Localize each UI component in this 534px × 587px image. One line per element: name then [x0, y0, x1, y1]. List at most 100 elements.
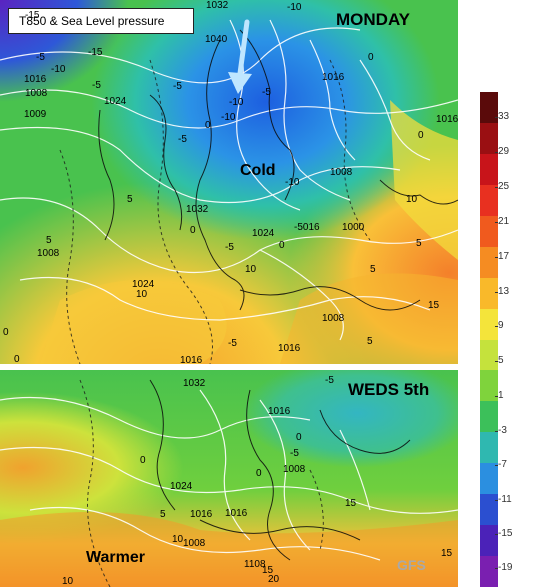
isobar-label: 1008 [330, 167, 353, 178]
warmer-label: Warmer [86, 549, 145, 566]
color-scale-segment [480, 556, 498, 587]
isotherm-label: -5 [36, 52, 45, 63]
isotherm-label: -5016 [294, 222, 320, 233]
isobar-label: 1024 [104, 96, 127, 107]
isotherm-label: 0 [140, 455, 146, 466]
isobar-label: 1040 [205, 34, 228, 45]
source-label: GFS [397, 557, 426, 573]
isobar-label: 1016 [190, 509, 213, 520]
wind-arrow-head [228, 72, 252, 94]
isobar-label: 1016 [225, 508, 248, 519]
isotherm-label: 0 [279, 240, 285, 251]
isobar-label: 1016 [24, 74, 47, 85]
color-scale-segment [480, 432, 498, 464]
scale-tick-label: 17 [494, 251, 510, 262]
isobar-label: 1008 [183, 538, 206, 549]
isotherm-label: 0 [296, 432, 302, 443]
isotherm-label: 10 [62, 576, 74, 587]
isobar-label: 1016 [180, 355, 203, 364]
isotherm-label: 15 [262, 565, 274, 576]
color-scale-bar [480, 92, 498, 587]
scale-tick-label: 9 [495, 320, 504, 331]
isobar-label: 1016 [278, 343, 301, 354]
isotherm-label: 0 [14, 354, 20, 364]
isobar-label: 1032 [183, 378, 206, 389]
isotherm-label: 5 [127, 194, 133, 205]
isobar-label: 1008 [322, 313, 345, 324]
isobar-label: 1024 [170, 481, 193, 492]
isotherm-label: 5 [370, 264, 376, 275]
isobar-label: 1000 [342, 222, 365, 233]
map-panel-weds: WEDS 5th Warmer GFS 1032 -5 1016 0 -5 10… [0, 370, 458, 587]
isotherm-label: 0 [3, 327, 9, 338]
isotherm-label: -5 [173, 81, 182, 92]
isotherm-label: -10 [285, 177, 300, 188]
isobar-label: 1024 [252, 228, 275, 239]
scale-tick-label: 29 [494, 146, 510, 157]
temperature-color-scale: 33 29 25 21 17 13 9 5 1 -3 -7 -11 -15 -1… [478, 92, 534, 587]
isobar-label: 1008 [283, 464, 306, 475]
isotherm-label: 5 [416, 238, 422, 249]
isotherm-label: 15 [345, 498, 357, 509]
isotherm-label: -10 [229, 97, 244, 108]
scale-tick-label: 1 [495, 390, 504, 401]
isotherm-label: -10 [287, 2, 302, 13]
cold-label: Cold [240, 162, 276, 179]
scale-tick-label: 25 [494, 181, 510, 192]
isotherm-label: 0 [205, 120, 211, 131]
color-scale-segment [480, 184, 498, 216]
isotherm-label: 0 [418, 130, 424, 141]
map-panel-monday: T850 & Sea Level pressure MONDAY Cold 10… [0, 0, 458, 364]
isobar-label: 1032 [186, 204, 209, 215]
isotherm-label: -15 [88, 47, 103, 58]
color-scale-segment [480, 339, 498, 371]
isotherm-label: 0 [190, 225, 196, 236]
isotherm-label: -5 [228, 338, 237, 349]
isotherm-label: 5 [160, 509, 166, 520]
day-label-monday: MONDAY [336, 10, 410, 29]
map-title: T850 & Sea Level pressure [8, 8, 194, 34]
scale-tick-label: 5 [495, 355, 504, 366]
isotherm-label: 15 [441, 548, 453, 559]
isobar-label: 1032 [206, 0, 229, 11]
scale-tick-label: -15 [494, 528, 513, 539]
isobar-label: 1108 [244, 559, 266, 570]
isotherm-label: 0 [256, 468, 262, 479]
isotherm-label: -10 [221, 112, 236, 123]
isobar-label: 1016 [322, 72, 345, 83]
scale-tick-label: 21 [494, 216, 510, 227]
isotherm-label: -5 [92, 80, 101, 91]
day-label-weds: WEDS 5th [348, 380, 430, 399]
isotherm-label: 5 [46, 235, 52, 246]
isotherm-label: 15 [428, 300, 440, 311]
isobar-label: 1016 [268, 406, 291, 417]
color-scale-segment [480, 308, 498, 340]
isotherm-label: -15 [25, 10, 40, 21]
isotherm-label: 20 [268, 574, 280, 585]
isotherm-label: -5 [178, 134, 187, 145]
color-scale-segment [480, 277, 498, 309]
temperature-map-weds [0, 370, 458, 587]
isotherm-label: -5 [262, 87, 271, 98]
color-scale-segment [480, 122, 498, 154]
isotherm-label: -5 [325, 375, 334, 386]
isobar-label: 1009 [24, 109, 47, 120]
scale-tick-label: -19 [494, 562, 513, 573]
isobar-label: 1008 [37, 248, 60, 259]
panel-divider [0, 364, 458, 370]
scale-tick-label: 13 [494, 286, 510, 297]
color-scale-segment [480, 92, 498, 123]
color-scale-segment [480, 401, 498, 433]
color-scale-segment [480, 494, 498, 526]
color-scale-segment [480, 215, 498, 247]
color-scale-segment [480, 463, 498, 495]
color-scale-segment [480, 153, 498, 185]
isotherm-label: 10 [172, 534, 184, 545]
isotherm-label: 0 [368, 52, 374, 63]
color-scale-segment [480, 525, 498, 557]
isobar-label: 1016 [436, 114, 458, 125]
scale-tick-label: -7 [495, 459, 507, 470]
color-scale-segment [480, 246, 498, 278]
color-scale-segment [480, 370, 498, 402]
isotherm-label: -5 [225, 242, 234, 253]
